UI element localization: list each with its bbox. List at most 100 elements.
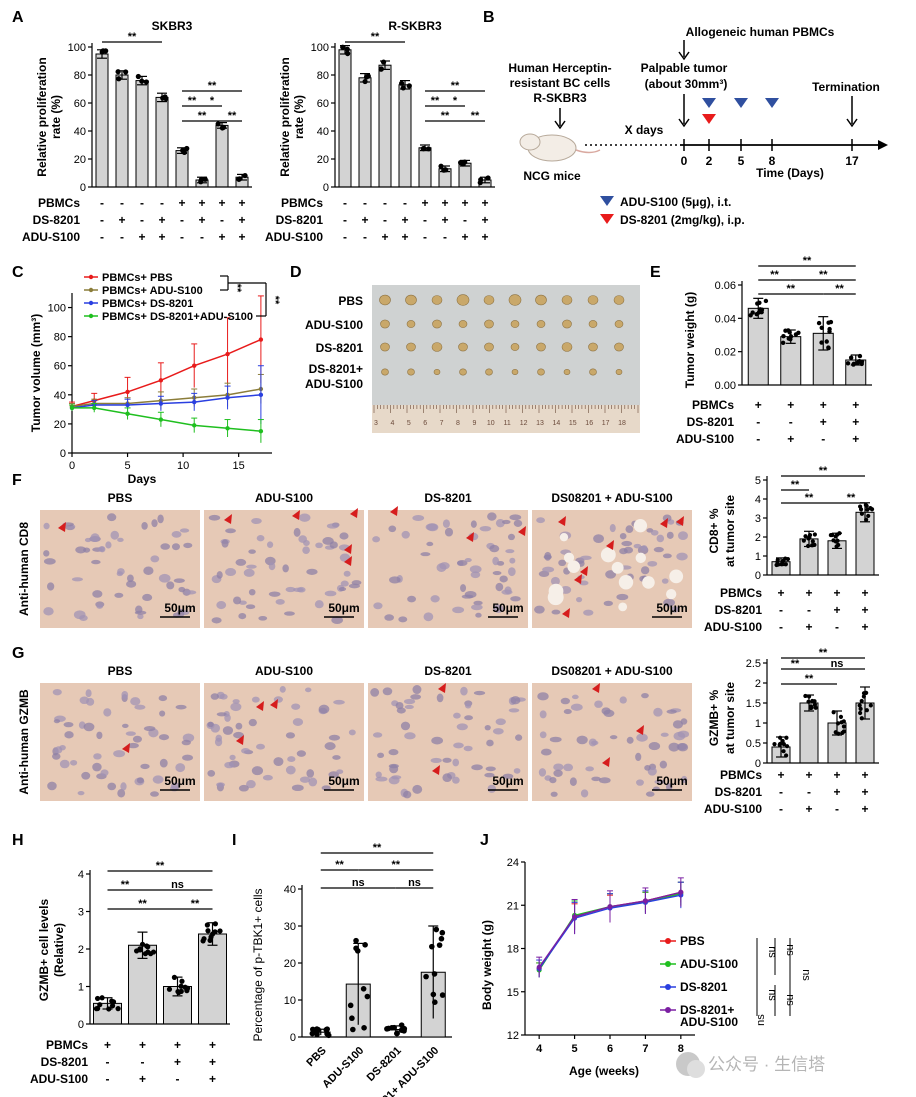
- data-point: [784, 735, 789, 740]
- nucleus: [110, 530, 120, 540]
- row-value: -: [343, 230, 347, 244]
- row-label: PBMCs: [692, 398, 734, 412]
- y-tick-label: 60: [317, 98, 329, 110]
- sig-label: **: [188, 95, 197, 107]
- mouse-head: [519, 133, 541, 151]
- data-point: [399, 80, 405, 86]
- row-label: ADU-S100: [305, 377, 363, 391]
- legend-marker: [88, 274, 94, 280]
- nucleus: [502, 773, 514, 779]
- data-point: [813, 705, 818, 710]
- nucleus: [452, 758, 460, 767]
- data-point: [115, 1006, 121, 1012]
- bar: [135, 80, 149, 188]
- bar: [198, 933, 227, 1025]
- nucleus: [656, 534, 665, 543]
- ds-triangle: [702, 114, 716, 124]
- row-value: -: [423, 230, 427, 244]
- row-value: +: [238, 196, 245, 210]
- nucleus: [328, 771, 339, 778]
- data-point: [810, 539, 815, 544]
- micrograph-3: [368, 683, 528, 801]
- data-point: [353, 937, 359, 944]
- data-point: [192, 399, 197, 405]
- data-point: [806, 694, 812, 699]
- arrow-marker: [636, 725, 644, 735]
- row-value: -: [180, 213, 184, 227]
- nucleus: [291, 784, 304, 792]
- nucleus: [134, 610, 147, 615]
- ruler-number: 7: [440, 420, 444, 427]
- chart-left: 0 20 40 60 80 100: [68, 42, 252, 194]
- y-tick-label: 3: [78, 907, 84, 919]
- tumor-sample: [458, 342, 468, 352]
- row-value: +: [174, 1055, 181, 1069]
- nucleus: [580, 555, 592, 560]
- row-value: +: [209, 1055, 216, 1069]
- micrograph-4: [532, 683, 692, 801]
- data-point: [139, 78, 145, 84]
- data-point: [803, 693, 808, 699]
- data-point: [835, 721, 841, 726]
- axis-arrow: [878, 140, 888, 150]
- micrograph-title: DS08201 + ADU-S100: [551, 491, 673, 505]
- nucleus: [640, 566, 650, 575]
- data-point: [425, 146, 432, 152]
- data-point: [869, 507, 875, 512]
- xdays-label: X days: [625, 123, 664, 137]
- row-value: -: [383, 213, 387, 227]
- data-point: [793, 332, 799, 337]
- ns-label: ns: [800, 969, 812, 981]
- data-point: [831, 710, 836, 715]
- row-value: -: [403, 196, 407, 210]
- row-label: ADU-S100: [676, 432, 734, 446]
- nucleus: [92, 762, 102, 772]
- nucleus: [662, 553, 672, 559]
- row-value: +: [861, 785, 868, 799]
- nucleus: [282, 564, 289, 573]
- data-point: [365, 73, 371, 79]
- nucleus: [407, 595, 416, 603]
- arrow-marker: [562, 608, 570, 618]
- arrow-marker: [122, 743, 130, 753]
- nucleus: [285, 586, 296, 593]
- nucleus: [256, 535, 265, 542]
- x-tick-label: DS-8201: [365, 1045, 404, 1084]
- data-point: [139, 941, 146, 947]
- nucleus: [465, 703, 472, 709]
- data-point: [859, 698, 864, 704]
- y-axis-label: at tumor site: [723, 682, 737, 754]
- y-tick-label: 30: [284, 921, 296, 933]
- data-point: [125, 389, 130, 395]
- data-point: [859, 511, 865, 516]
- nucleus: [121, 691, 129, 699]
- bar: [747, 307, 769, 386]
- nucleus: [96, 731, 103, 740]
- nucleus: [151, 519, 158, 528]
- nucleus: [456, 559, 468, 566]
- y-tick-label: 15: [507, 987, 519, 999]
- tumor-sample: [406, 320, 416, 328]
- nucleus: [251, 696, 260, 703]
- ruler-number: 13: [536, 420, 544, 427]
- x-tick-label: 7: [642, 1043, 648, 1055]
- data-point: [192, 423, 197, 428]
- data-point: [171, 974, 178, 980]
- nucleus: [384, 614, 394, 621]
- row-value: -: [779, 802, 783, 816]
- nucleus: [375, 771, 382, 778]
- scale-label: 50μm: [164, 774, 195, 788]
- nucleus: [502, 519, 511, 525]
- row-value: -: [176, 1072, 180, 1086]
- nucleus: [268, 562, 276, 571]
- sig-label: **: [471, 110, 480, 122]
- nucleus: [52, 689, 62, 696]
- y-tick-label: 1: [755, 718, 761, 730]
- row-value: -: [106, 1072, 110, 1086]
- y-tick-label: 24: [507, 857, 519, 869]
- nucleus: [653, 546, 664, 553]
- nucleus: [103, 708, 112, 717]
- row-label: DS-8201: [715, 603, 763, 617]
- x-tick-label: PBS: [304, 1045, 328, 1069]
- sig-label: **: [805, 492, 814, 504]
